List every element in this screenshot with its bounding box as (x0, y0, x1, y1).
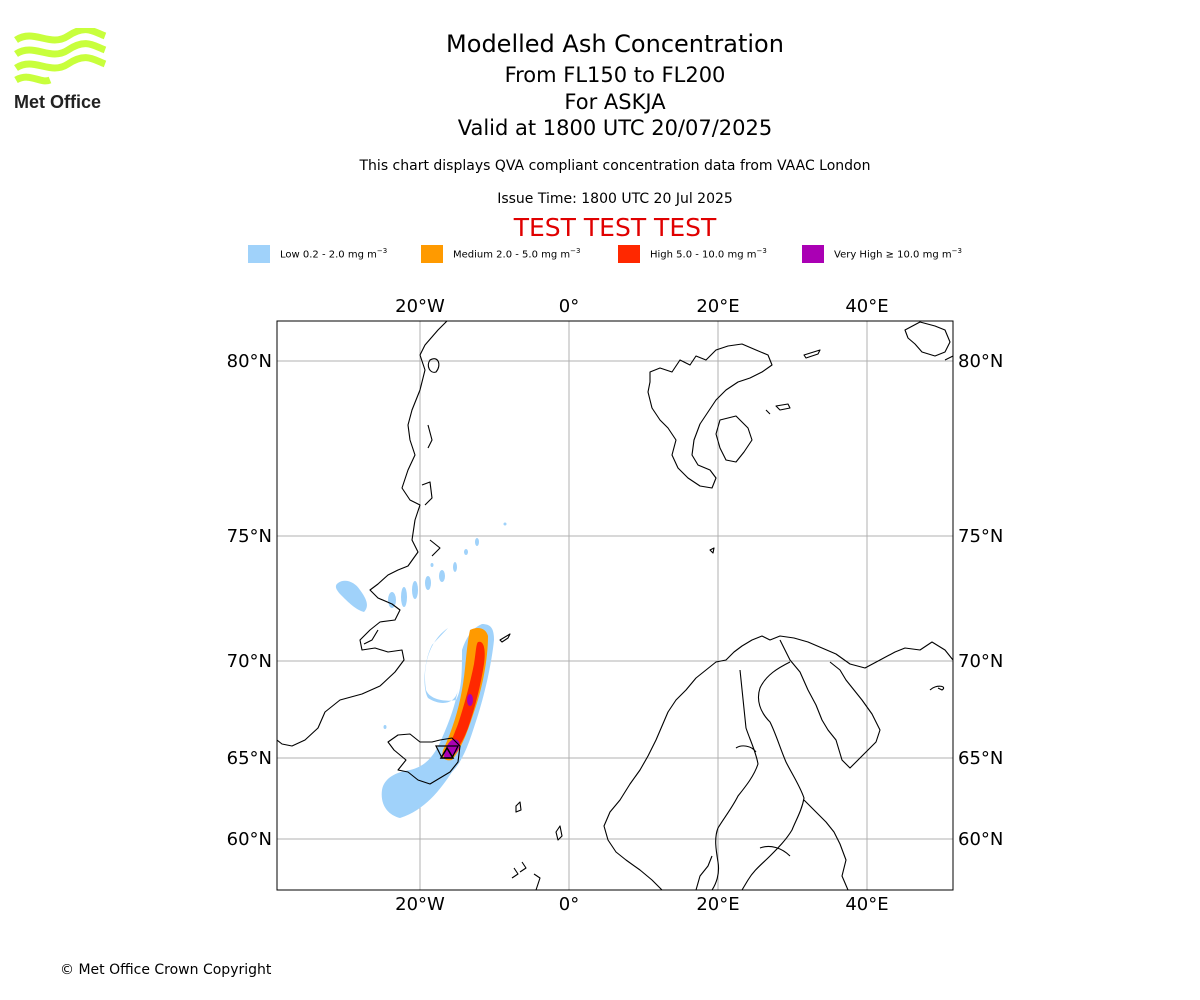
flight-level-range: From FL150 to FL200 (504, 63, 726, 87)
ash-very-high-region (444, 694, 473, 759)
lat-tick-left-70n: 70°N (227, 651, 272, 672)
copyright-notice: © Met Office Crown Copyright (60, 962, 272, 978)
lat-tick-right-65n: 65°N (958, 748, 1003, 769)
lon-tick-bottom-20e: 20°E (696, 894, 739, 915)
lat-tick-left-75n: 75°N (227, 526, 272, 547)
volcano-name: For ASKJA (564, 90, 666, 114)
lat-tick-left-80n: 80°N (227, 351, 272, 372)
ash-high-region (447, 641, 485, 758)
logo-text: Met Office (14, 92, 101, 112)
chart-title: Modelled Ash Concentration (446, 30, 784, 58)
legend-item-high: High 5.0 - 10.0 mg m−3 (618, 245, 767, 263)
volcano-box-icon (435, 745, 459, 759)
gridlines (277, 321, 953, 890)
issue-time: Issue Time: 1800 UTC 20 Jul 2025 (497, 191, 733, 207)
lat-tick-right-60n: 60°N (958, 829, 1003, 850)
valid-time: Valid at 1800 UTC 20/07/2025 (457, 116, 773, 140)
lon-tick-bottom-20w: 20°W (395, 894, 445, 915)
legend-swatch-high (618, 245, 640, 263)
lat-tick-right-80n: 80°N (958, 351, 1003, 372)
legend-swatch-low (248, 245, 270, 263)
coastlines (277, 321, 953, 890)
lon-tick-top-20w: 20°W (395, 296, 445, 317)
lon-tick-top-40e: 40°E (845, 296, 888, 317)
test-banner: TEST TEST TEST (513, 213, 717, 242)
lon-tick-bottom-0: 0° (559, 894, 579, 915)
legend-swatch-medium (421, 245, 443, 263)
legend-item-low: Low 0.2 - 2.0 mg m−3 (248, 245, 387, 263)
legend-item-very-high: Very High ≥ 10.0 mg m−3 (802, 245, 962, 263)
lon-tick-top-0: 0° (559, 296, 579, 317)
lat-tick-right-70n: 70°N (958, 651, 1003, 672)
met-office-logo: Met Office (14, 28, 107, 112)
legend-swatch-very-high (802, 245, 824, 263)
map-frame (276, 320, 954, 891)
chart-description: This chart displays QVA compliant concen… (359, 158, 871, 174)
lon-tick-bottom-40e: 40°E (845, 894, 888, 915)
legend-item-medium: Medium 2.0 - 5.0 mg m−3 (421, 245, 580, 263)
lat-tick-right-75n: 75°N (958, 526, 1003, 547)
lat-tick-left-60n: 60°N (227, 829, 272, 850)
lon-tick-top-20e: 20°E (696, 296, 739, 317)
lat-tick-left-65n: 65°N (227, 748, 272, 769)
